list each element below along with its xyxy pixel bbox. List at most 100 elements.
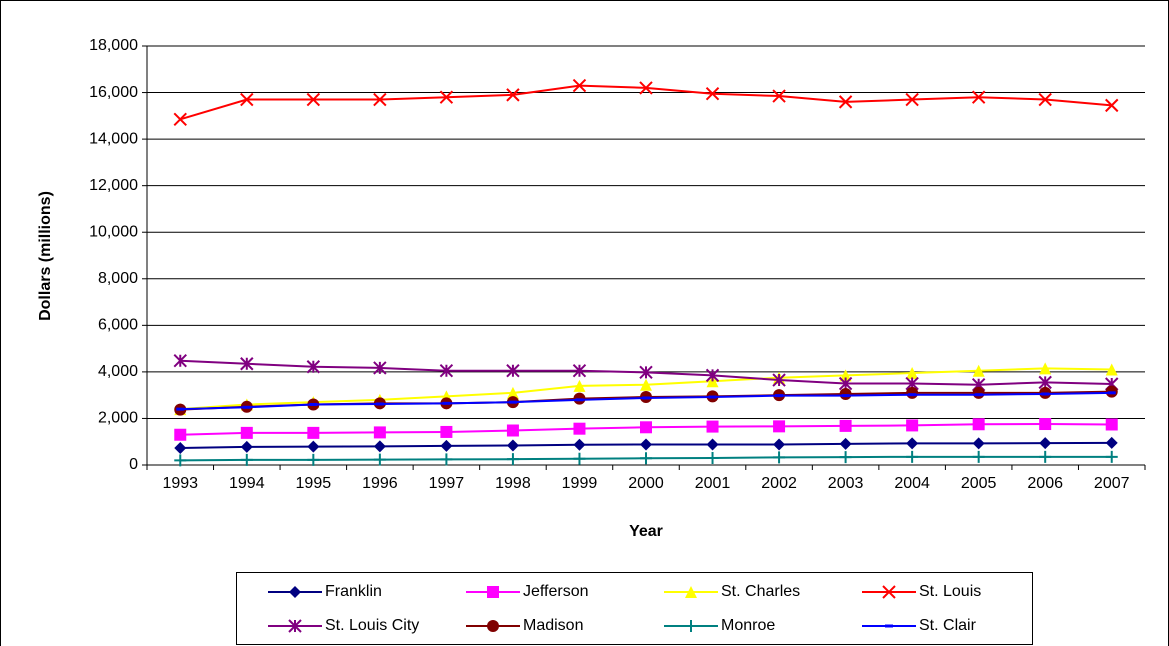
data-point [173, 354, 187, 368]
y-tick-label: 14,000 [89, 130, 138, 147]
data-point [373, 92, 387, 107]
data-point [307, 426, 320, 439]
data-point [972, 437, 985, 450]
data-point [573, 438, 586, 451]
x-tick-label: 2002 [761, 475, 797, 492]
x-tick-label: 2000 [628, 475, 664, 492]
data-point [906, 450, 919, 463]
x-tick-label: 1998 [495, 475, 531, 492]
data-point [307, 440, 320, 453]
x-tick-label: 2003 [828, 475, 864, 492]
data-point [1105, 98, 1119, 113]
data-point [705, 87, 720, 101]
x-tick-label: 2001 [695, 475, 731, 492]
data-point [972, 386, 985, 399]
x-tick-label: 2004 [894, 475, 930, 492]
data-point [1041, 392, 1050, 396]
data-point [839, 419, 852, 432]
data-point [373, 426, 386, 439]
data-point [1105, 418, 1118, 431]
data-point [971, 90, 986, 104]
data-point [309, 402, 318, 406]
data-point [1038, 375, 1052, 390]
data-point [506, 439, 519, 452]
data-point [640, 452, 652, 465]
legend-marker [882, 585, 896, 599]
data-point [640, 421, 652, 434]
legend-marker [288, 619, 302, 633]
y-tick-label: 18,000 [89, 37, 138, 54]
data-point [439, 364, 454, 378]
data-point [706, 452, 719, 465]
legend-label: Franklin [325, 583, 382, 600]
data-point [1039, 450, 1052, 463]
data-point [905, 92, 919, 107]
data-point [841, 394, 850, 398]
data-point [176, 407, 185, 411]
data-point [839, 437, 852, 450]
data-point [573, 422, 586, 435]
y-tick-label: 16,000 [89, 84, 138, 101]
legend-marker [885, 624, 893, 628]
data-point [1105, 363, 1118, 376]
data-point [773, 451, 786, 464]
data-point [572, 364, 587, 378]
y-axis-title: Dollars (millions) [37, 191, 54, 321]
legend-label: Monroe [721, 617, 775, 634]
y-tick-label: 8,000 [98, 270, 138, 287]
x-tick-label: 1995 [296, 475, 332, 492]
data-point [640, 378, 652, 391]
data-point [838, 95, 853, 109]
y-tick-label: 12,000 [89, 177, 138, 194]
data-point [839, 388, 852, 401]
data-point [906, 367, 919, 380]
data-point [242, 405, 251, 409]
data-point [575, 398, 584, 402]
data-point [972, 450, 985, 463]
data-point [240, 357, 254, 371]
data-point [306, 360, 321, 374]
data-point [775, 394, 784, 398]
data-point [240, 426, 253, 439]
data-point [506, 453, 519, 466]
data-point [439, 90, 454, 104]
data-point [173, 112, 187, 127]
data-point [908, 393, 917, 397]
data-point [706, 438, 719, 451]
x-axis-title: Year [629, 523, 663, 540]
legend-label: St. Charles [721, 583, 800, 600]
x-tick-label: 1997 [429, 475, 465, 492]
legend-marker [685, 586, 697, 598]
data-point [508, 400, 517, 404]
data-point [506, 88, 520, 102]
data-point [174, 454, 187, 467]
data-point [906, 437, 919, 450]
data-point [708, 395, 717, 399]
data-point [440, 425, 453, 438]
data-point [506, 424, 519, 437]
data-point [306, 92, 321, 107]
legend-label: Madison [523, 617, 583, 634]
data-point [838, 376, 853, 391]
data-point [375, 402, 384, 406]
data-point [972, 364, 985, 377]
data-point [772, 373, 786, 387]
data-point [706, 420, 719, 433]
data-point [772, 89, 786, 103]
legend-marker [289, 586, 301, 598]
data-point [1039, 418, 1052, 431]
data-point [839, 451, 852, 464]
data-point [1107, 391, 1116, 395]
data-point [373, 440, 386, 453]
data-point [442, 401, 451, 405]
data-point [440, 439, 453, 452]
x-tick-label: 2005 [961, 475, 997, 492]
data-point [573, 452, 586, 465]
data-point [640, 438, 652, 451]
legend-marker [487, 620, 499, 632]
data-point [773, 438, 786, 451]
data-point [1039, 437, 1052, 450]
data-point [773, 420, 786, 433]
x-tick-label: 2006 [1027, 475, 1063, 492]
data-point [506, 386, 519, 399]
